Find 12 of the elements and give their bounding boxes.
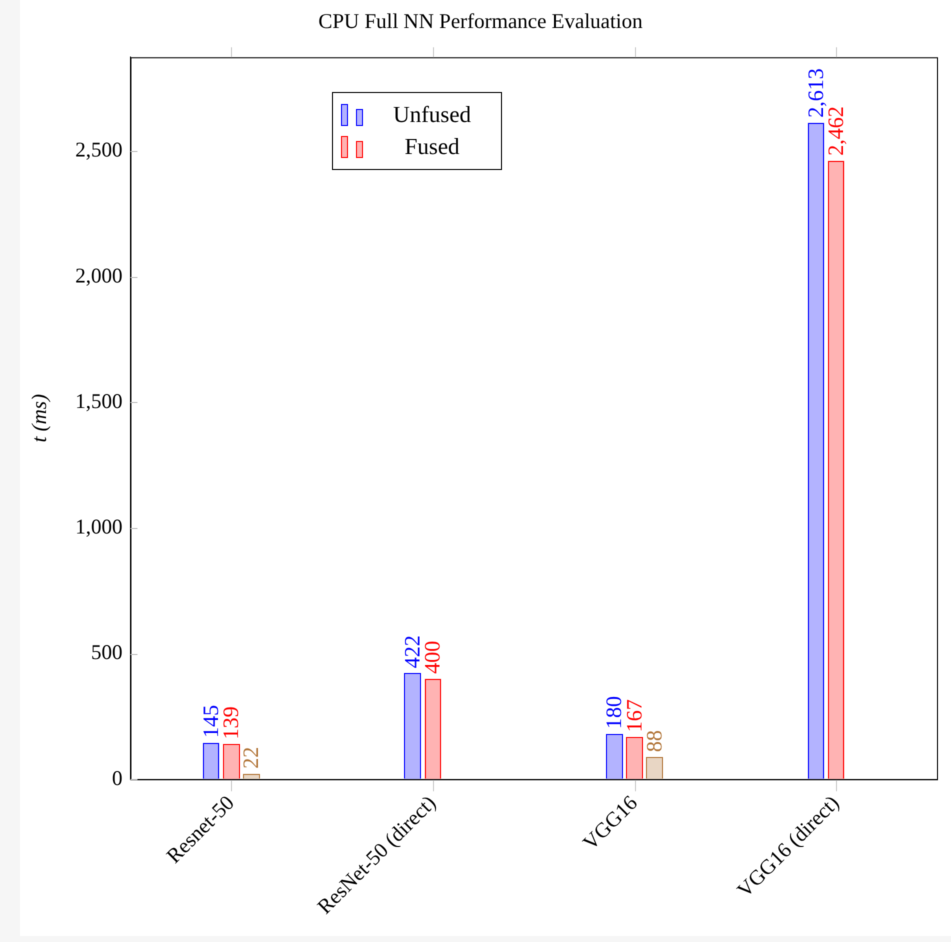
y-tick-label: 2,500 <box>75 138 122 162</box>
chart-title: CPU Full NN Performance Evaluation <box>318 9 644 34</box>
data-label: 22 <box>238 746 264 769</box>
y-tick-label: 2,000 <box>75 263 122 288</box>
y-tick-label: 0 <box>112 766 122 790</box>
data-label: 88 <box>641 730 666 752</box>
y-axis-title: t (ms) <box>27 394 52 442</box>
y-tick-label: 1,500 <box>75 388 122 413</box>
y-tick-label: 500 <box>90 640 122 664</box>
legend-label: Unfused <box>392 102 472 128</box>
legend-label: Fused <box>404 134 461 160</box>
y-tick-label: 1,000 <box>75 514 122 539</box>
